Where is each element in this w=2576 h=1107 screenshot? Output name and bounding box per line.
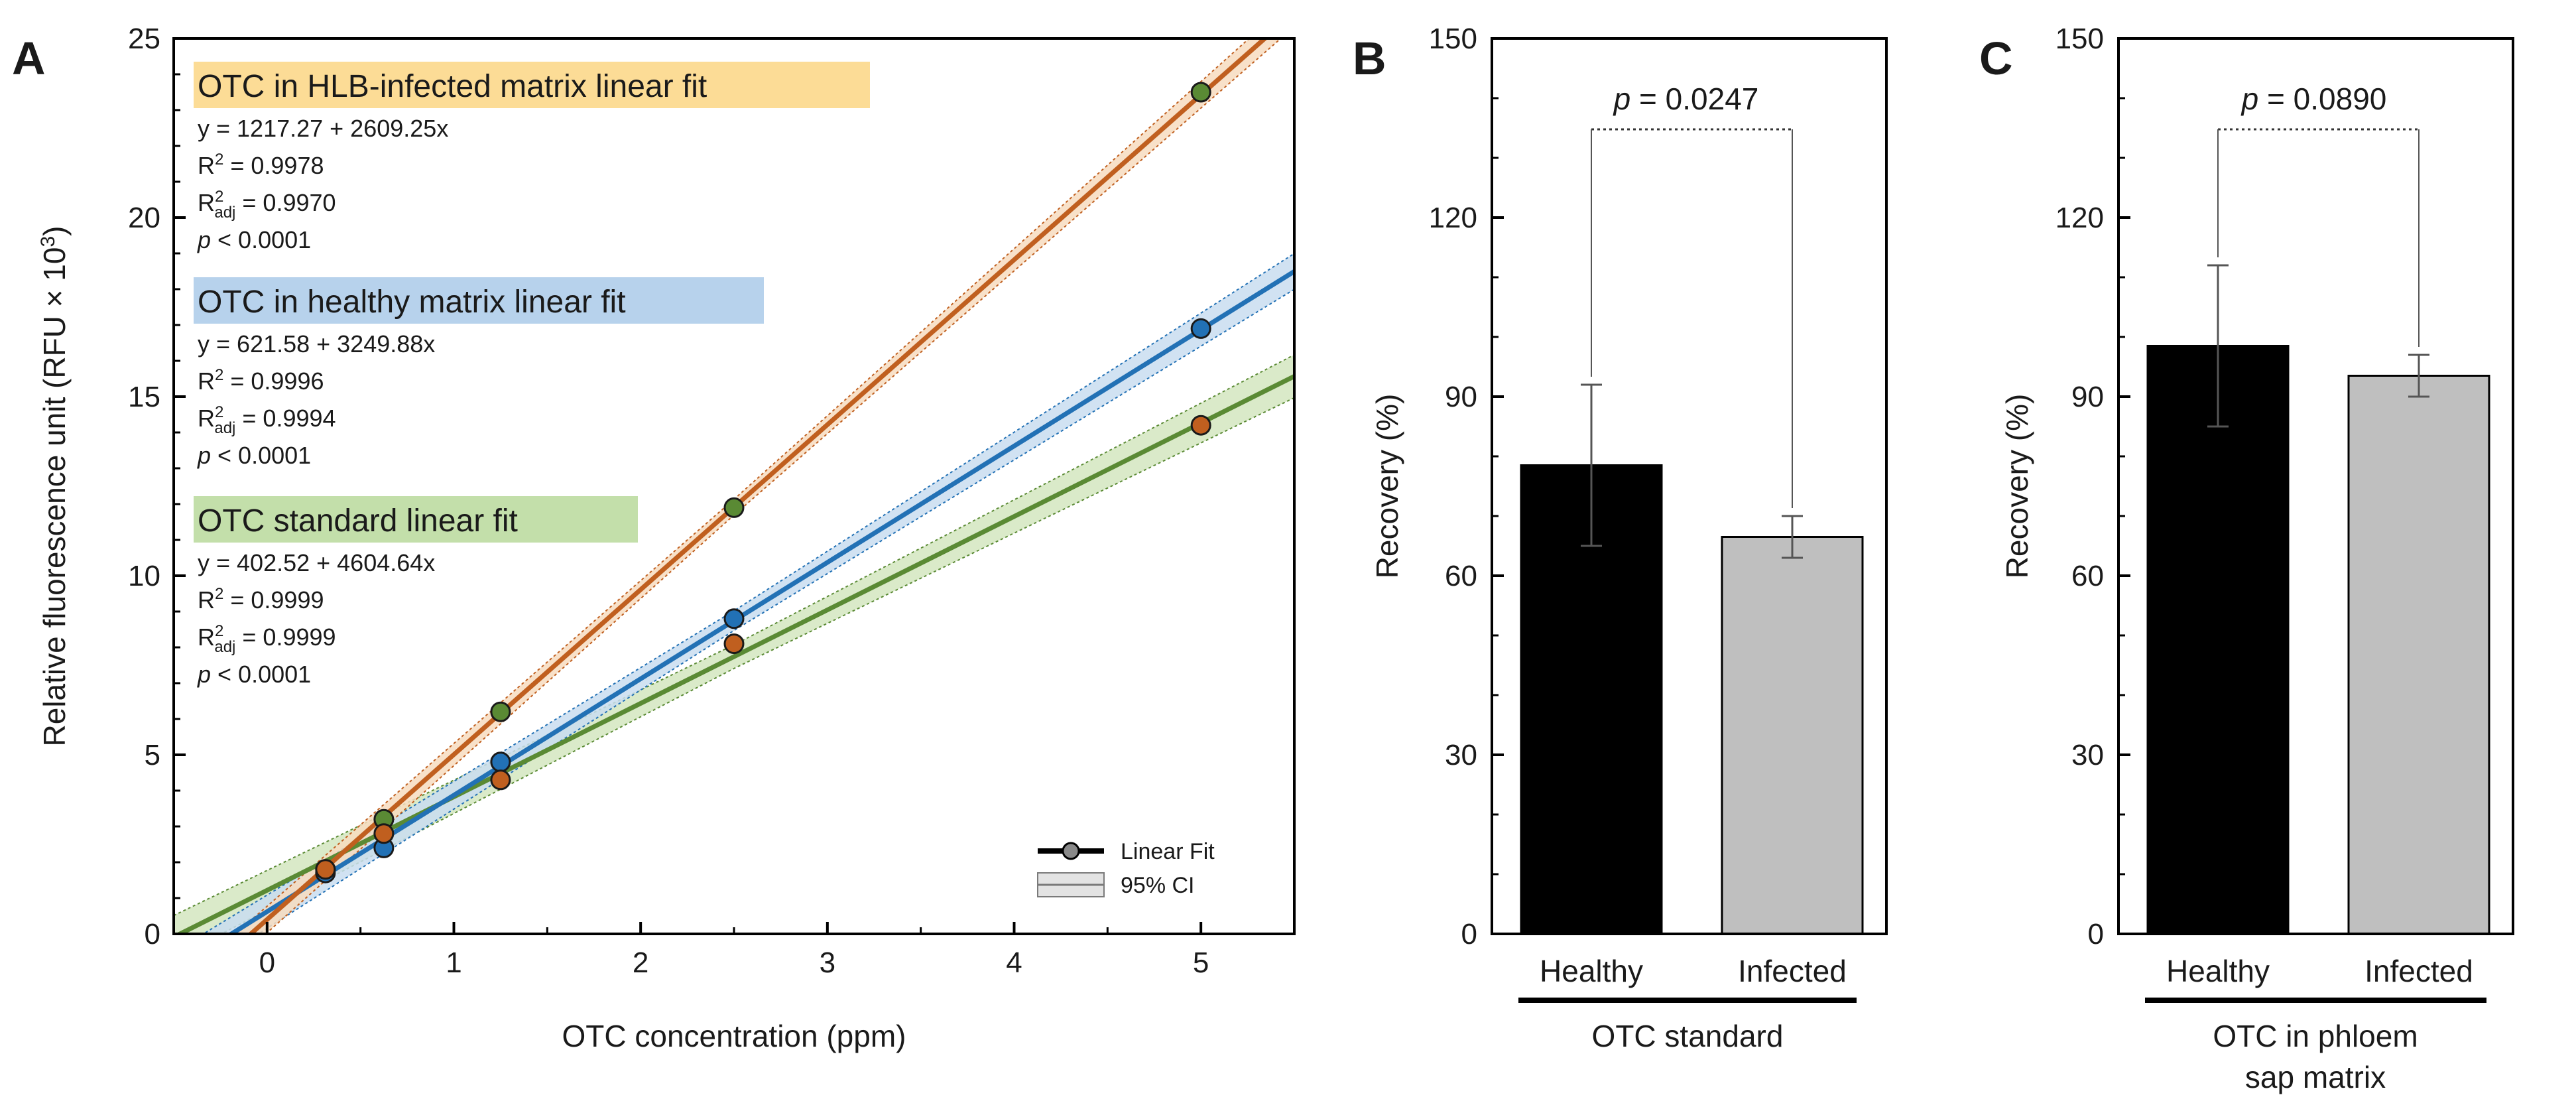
data-point: [315, 859, 336, 880]
panel-b-plot-frame: [1491, 37, 1888, 935]
y-tick-label: 0: [2088, 918, 2104, 950]
legend: Linear Fit 95% CI: [1037, 839, 1215, 898]
x-axis-ticks: 0 1 2 3 4 5: [172, 922, 1296, 979]
data-point: [490, 769, 511, 791]
panel-a: A OTC in HLB-infected matrix linear fit …: [12, 23, 1296, 1053]
annotation-equation: y = 402.52 + 4604.64x: [198, 549, 435, 576]
ci-lower-edge-series-0: [219, 397, 1294, 934]
annotation-r2-adj: R2 adj = 0.9999: [198, 622, 336, 656]
category-label-healthy: Healthy: [1540, 954, 1643, 988]
y-tick-label: 120: [2055, 202, 2104, 234]
annotation-r2: R2 = 0.9978: [198, 151, 324, 179]
x-tick-label: 2: [633, 946, 648, 979]
annotation-r2-adj: R2 adj = 0.9970: [198, 188, 336, 222]
significance-bracket: [1591, 128, 1793, 508]
data-point: [1190, 318, 1211, 339]
y-tick-label: 30: [2071, 739, 2104, 771]
annotation-p: p < 0.0001: [197, 442, 311, 469]
annotation-equation: y = 1217.27 + 2609.25x: [198, 115, 448, 142]
y-axis-ticks: 0 5 10 15 20 25: [128, 23, 186, 950]
fit-line-series-0: [174, 374, 1294, 934]
x-tick-label: 1: [446, 946, 461, 979]
y-axis-ticks: 0 30 60 90 120 150: [1429, 23, 1504, 950]
annotation-highlight: [194, 496, 638, 543]
annotation-hlb-infected: OTC in HLB-infected matrix linear fit y …: [194, 62, 870, 253]
y-tick-label: 10: [128, 560, 160, 592]
group-label-line2: sap matrix: [2245, 1060, 2386, 1094]
data-point: [723, 497, 745, 518]
y-axis-label: Recovery (%): [1370, 394, 1404, 579]
category-labels: Healthy Infected: [2166, 954, 2473, 988]
x-axis-label: OTC concentration (ppm): [562, 1019, 906, 1053]
panel-c-label: C: [1979, 33, 2013, 84]
data-point: [1190, 415, 1211, 436]
x-tick-label: 4: [1006, 946, 1022, 979]
category-label-infected: Infected: [1738, 954, 1847, 988]
annotation-p: p < 0.0001: [197, 226, 311, 253]
bar-infected: [2347, 375, 2490, 935]
annotation-r2: R2 = 0.9996: [198, 366, 324, 395]
panel-b-label: B: [1353, 33, 1386, 84]
bars: [1520, 383, 1864, 935]
legend-ci-label: 95% CI: [1121, 873, 1195, 898]
y-tick-label: 20: [128, 202, 160, 234]
group-label-line1: OTC in phloem: [2213, 1019, 2418, 1053]
y-tick-label: 15: [128, 381, 160, 413]
annotation-r2: R2 = 0.9999: [198, 585, 324, 614]
annotation-title: OTC standard linear fit: [198, 503, 518, 539]
annotation-standard: OTC standard linear fit y = 402.52 + 460…: [194, 496, 638, 688]
annotation-highlight: [194, 277, 764, 324]
data-point: [490, 701, 511, 722]
y-axis-label: Recovery (%): [2000, 394, 2034, 579]
bar-healthy: [2146, 345, 2290, 935]
annotation-r2-adj: R2 adj = 0.9994: [198, 403, 336, 437]
category-labels: Healthy Infected: [1540, 954, 1847, 988]
annotation-p: p < 0.0001: [197, 661, 311, 688]
y-tick-label: 90: [1445, 381, 1477, 413]
legend-fit-label: Linear Fit: [1121, 839, 1215, 864]
bar-infected: [1721, 536, 1864, 935]
y-tick-label: 25: [128, 23, 160, 55]
y-tick-label: 90: [2071, 381, 2104, 413]
significance-bracket: [2217, 128, 2420, 347]
y-tick-label: 60: [2071, 560, 2104, 592]
y-tick-label: 5: [145, 739, 160, 771]
data-point: [1190, 82, 1211, 103]
y-tick-label: 120: [1429, 202, 1477, 234]
x-tick-label: 5: [1193, 946, 1209, 979]
data-point: [490, 751, 511, 773]
y-axis-label: Relative fluorescence unit (RFU × 103): [37, 226, 72, 747]
y-tick-label: 0: [1461, 918, 1477, 950]
category-label-healthy: Healthy: [2166, 954, 2270, 988]
data-point: [373, 823, 395, 844]
x-tick-label: 0: [259, 946, 275, 979]
legend-fit-marker: [1062, 842, 1080, 860]
group-label: OTC standard: [1592, 1019, 1784, 1053]
category-label-infected: Infected: [2364, 954, 2473, 988]
x-tick-label: 3: [820, 946, 835, 979]
bars: [2146, 264, 2490, 935]
y-tick-label: 30: [1445, 739, 1477, 771]
y-tick-label: 0: [145, 918, 160, 950]
annotation-equation: y = 621.58 + 3249.88x: [198, 330, 435, 358]
p-value-label: p = 0.0247: [1613, 82, 1759, 116]
data-points: [315, 82, 1211, 883]
data-point: [723, 633, 745, 655]
annotation-healthy: OTC in healthy matrix linear fit y = 621…: [194, 277, 764, 469]
y-tick-label: 60: [1445, 560, 1477, 592]
annotation-highlight: [194, 62, 870, 108]
y-tick-label: 150: [2055, 23, 2104, 55]
y-tick-label: 150: [1429, 23, 1477, 55]
annotation-title: OTC in healthy matrix linear fit: [198, 285, 626, 320]
panel-c-plot-frame: [2117, 37, 2514, 935]
p-value-label: p = 0.0890: [2240, 82, 2387, 116]
data-point: [723, 608, 745, 629]
annotation-title: OTC in HLB-infected matrix linear fit: [198, 69, 707, 104]
ci-lower-edge-series-1: [257, 289, 1294, 934]
panel-a-label: A: [12, 33, 46, 84]
y-axis-ticks: 0 30 60 90 120 150: [2055, 23, 2130, 950]
